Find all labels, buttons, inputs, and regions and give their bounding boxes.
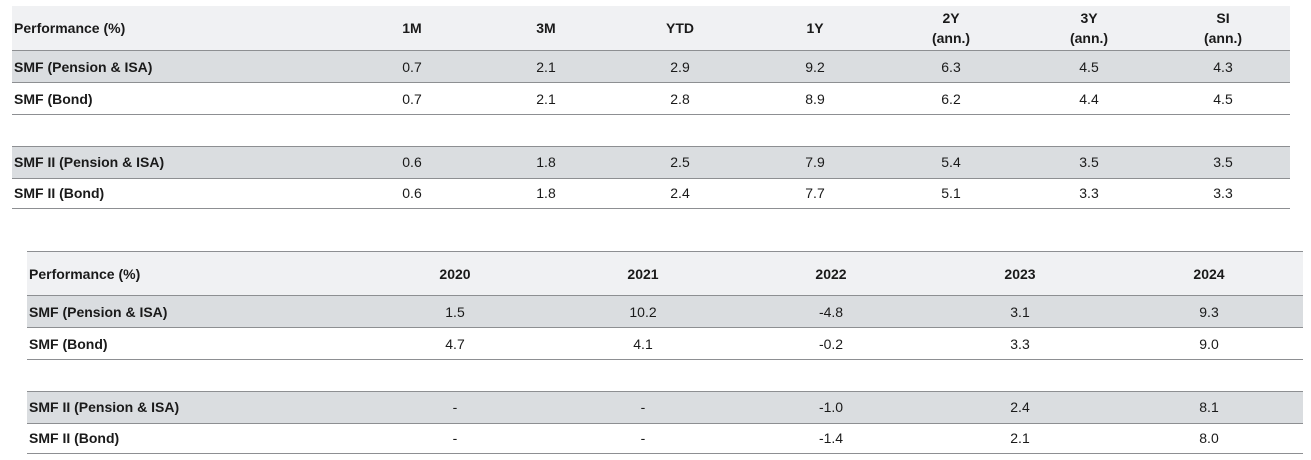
header-col-4-line2: (ann.) (931, 30, 971, 46)
cell-value: 3.3 (1213, 185, 1233, 201)
cell-value: - (640, 399, 646, 415)
row-label: SMF II (Bond) (14, 185, 105, 201)
header-col-6-line1: SI (1216, 10, 1230, 26)
header-performance: Performance (%) (14, 20, 126, 36)
cell-value: 3.3 (1079, 185, 1099, 201)
cell-value: 2.1 (536, 59, 556, 75)
table-row (12, 83, 1290, 115)
cell-value: -1.4 (818, 430, 844, 446)
table2-grid: Performance (%) 2020 2021 2022 2023 2024 SMF (… (27, 251, 1303, 454)
cell-value: 4.5 (1213, 91, 1233, 107)
cell-value: 1.5 (445, 304, 465, 320)
cell-value: 5.1 (941, 185, 961, 201)
cell-value: -1.0 (818, 399, 844, 415)
cell-value: 7.9 (805, 154, 825, 170)
row-label: SMF II (Pension & ISA) (29, 399, 180, 415)
cell-value: - (640, 430, 646, 446)
row-label: SMF (Pension & ISA) (29, 304, 168, 320)
cell-value: 0.6 (402, 185, 422, 201)
table-row (12, 146, 1290, 179)
cell-value: 2.4 (670, 185, 690, 201)
header-year-3: 2023 (1004, 266, 1036, 282)
header-col-4-line1: 2Y (942, 10, 960, 26)
cell-value: 3.5 (1213, 154, 1233, 170)
cell-value: 1.8 (536, 185, 556, 201)
header-year-4: 2024 (1193, 266, 1225, 282)
cell-value: 0.6 (402, 154, 422, 170)
header-col-6-line2: (ann.) (1203, 30, 1243, 46)
cell-value: 9.2 (805, 59, 825, 75)
cell-value: 2.8 (670, 91, 690, 107)
row-label: SMF (Pension & ISA) (14, 59, 153, 75)
header-col-2: YTD (666, 20, 694, 36)
cell-value: 5.4 (941, 154, 961, 170)
cell-value: 9.3 (1199, 304, 1219, 320)
cell-value: 10.2 (629, 304, 657, 320)
cell-value: 8.0 (1199, 430, 1219, 446)
cell-value: 3.5 (1079, 154, 1099, 170)
cell-value: -0.2 (818, 336, 844, 352)
header-col-1: 3M (536, 20, 556, 36)
cell-value: 9.0 (1199, 336, 1219, 352)
header-year-2: 2022 (815, 266, 847, 282)
table-row (27, 422, 1303, 454)
header-col-5-line1: 3Y (1080, 10, 1098, 26)
row-label: SMF II (Pension & ISA) (14, 154, 165, 170)
table-header-band (12, 6, 1290, 51)
cell-value: 3.1 (1010, 304, 1030, 320)
cell-value: 6.2 (941, 91, 961, 107)
cell-value: - (452, 399, 458, 415)
header-col-5-line2: (ann.) (1069, 30, 1109, 46)
cell-value: 7.7 (805, 185, 825, 201)
cell-value: 4.4 (1079, 91, 1099, 107)
cell-value: 4.7 (445, 336, 465, 352)
row-label: SMF II (Bond) (29, 430, 120, 446)
table-row (27, 391, 1303, 424)
cell-value: 2.1 (536, 91, 556, 107)
cell-value: 2.9 (670, 59, 690, 75)
cell-value: - (452, 430, 458, 446)
cell-value: 8.1 (1199, 399, 1219, 415)
row-label: SMF (Bond) (29, 336, 108, 352)
table1-grid: Performance (%) 1M 3M YTD 1Y 2Y (ann.) 3Y (ann.)… (12, 6, 1290, 209)
table-row (27, 296, 1303, 328)
cell-value: 4.1 (633, 336, 653, 352)
cell-value: 1.8 (536, 154, 556, 170)
cell-value: 4.3 (1213, 59, 1233, 75)
row-label: SMF (Bond) (14, 91, 93, 107)
table-header-band (27, 251, 1303, 296)
header-performance: Performance (%) (29, 266, 141, 282)
cell-value: 3.3 (1010, 336, 1030, 352)
cell-value: 0.7 (402, 91, 422, 107)
header-year-0: 2020 (439, 266, 471, 282)
cell-value: 2.4 (1010, 399, 1030, 415)
cell-value: -4.8 (818, 304, 844, 320)
header-col-3: 1Y (806, 20, 824, 36)
table-row (27, 328, 1303, 360)
cell-value: 0.7 (402, 59, 422, 75)
cell-value: 2.5 (670, 154, 690, 170)
cell-value: 6.3 (941, 59, 961, 75)
cell-value: 8.9 (805, 91, 825, 107)
header-col-0: 1M (402, 20, 422, 36)
table-row (12, 51, 1290, 83)
header-year-1: 2021 (627, 266, 659, 282)
cell-value: 4.5 (1079, 59, 1099, 75)
table-row (12, 177, 1290, 209)
cell-value: 2.1 (1010, 430, 1030, 446)
